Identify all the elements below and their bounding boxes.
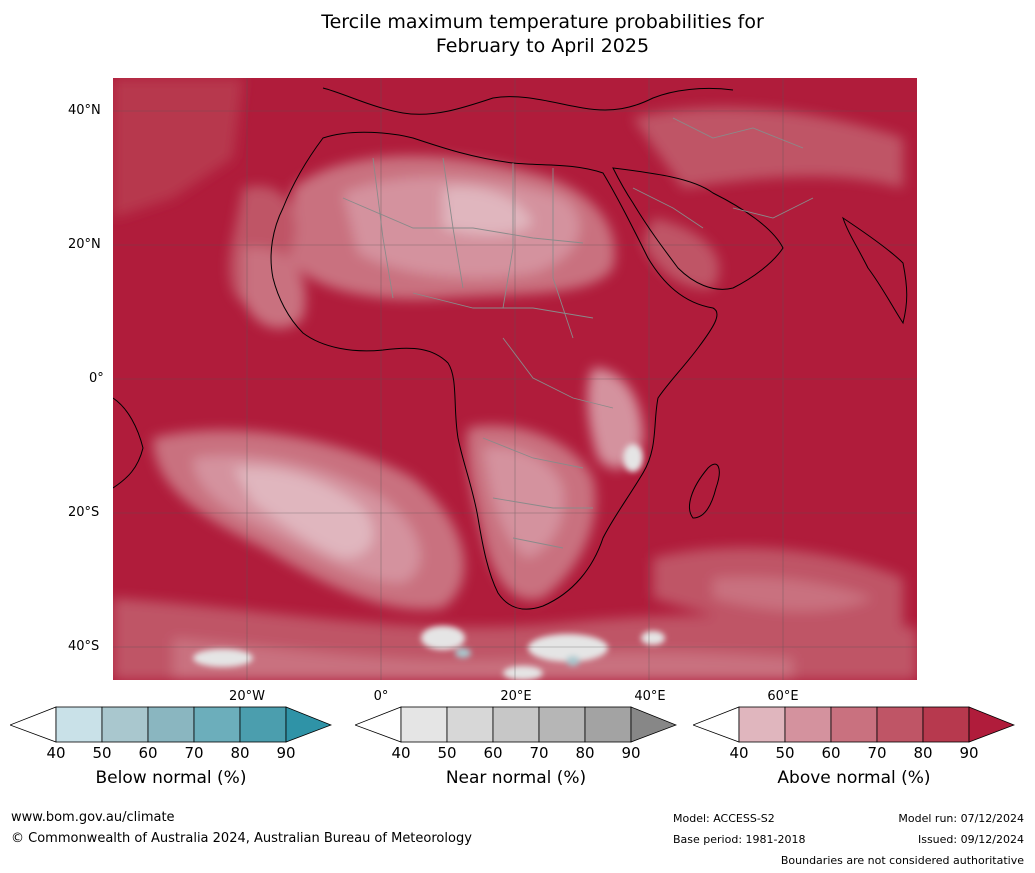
near-normal-label: Near normal (%): [445, 768, 587, 788]
near-tick-60: 60: [483, 744, 503, 762]
lat-label-20s: 20°S: [68, 505, 100, 520]
probability-map: [113, 78, 917, 680]
lon-label-60e: 60°E: [767, 689, 799, 704]
base-period-text: Base period: 1981-2018: [673, 833, 806, 846]
above-tick-70: 70: [867, 744, 887, 762]
title-line-2: February to April 2025: [435, 35, 650, 57]
issued-text: Issued: 09/12/2024: [917, 833, 1024, 846]
below-tick-90: 90: [276, 744, 296, 762]
above-normal-label: Above normal (%): [777, 768, 931, 788]
below-tick-70: 70: [184, 744, 204, 762]
colorbar-above-normal: [693, 706, 1015, 743]
above-tick-60: 60: [821, 744, 841, 762]
model-run-text: Model run: 07/12/2024: [898, 812, 1024, 825]
copyright-text: © Commonwealth of Australia 2024, Austra…: [11, 831, 472, 846]
low-probability-patches: [193, 444, 665, 680]
below-tick-50: 50: [92, 744, 112, 762]
below-tick-40: 40: [46, 744, 66, 762]
coastlines: [113, 87, 908, 610]
above-tick-50: 50: [775, 744, 795, 762]
near-tick-90: 90: [621, 744, 641, 762]
map-canvas: [113, 78, 917, 680]
lat-label-40s: 40°S: [68, 639, 100, 654]
colorbar-near-normal: [355, 706, 677, 743]
above-tick-90: 90: [959, 744, 979, 762]
near-tick-80: 80: [575, 744, 595, 762]
near-tick-70: 70: [529, 744, 549, 762]
near-tick-40: 40: [391, 744, 411, 762]
country-borders: [342, 117, 814, 549]
above-tick-80: 80: [913, 744, 933, 762]
lon-label-20w: 20°W: [229, 689, 265, 704]
map-title: Tercile maximum temperature probabilitie…: [0, 10, 1035, 58]
title-line-1: Tercile maximum temperature probabilitie…: [321, 11, 764, 33]
colorbar-below-normal: [10, 706, 332, 743]
website-link[interactable]: www.bom.gov.au/climate: [11, 810, 175, 825]
lon-label-20e: 20°E: [500, 689, 532, 704]
above-tick-40: 40: [729, 744, 749, 762]
model-text: Model: ACCESS-S2: [673, 812, 775, 825]
lon-label-0: 0°: [373, 689, 389, 704]
graticule: [113, 78, 917, 680]
disclaimer-text: Boundaries are not considered authoritat…: [780, 854, 1024, 867]
lat-label-equator: 0°: [89, 371, 104, 386]
below-normal-label: Below normal (%): [95, 768, 247, 788]
below-tick-80: 80: [230, 744, 250, 762]
below-tick-60: 60: [138, 744, 158, 762]
lat-label-40n: 40°N: [68, 103, 101, 118]
near-tick-50: 50: [437, 744, 457, 762]
lon-label-40e: 40°E: [634, 689, 666, 704]
probability-shading: [113, 78, 917, 680]
lat-label-20n: 20°N: [68, 237, 101, 252]
